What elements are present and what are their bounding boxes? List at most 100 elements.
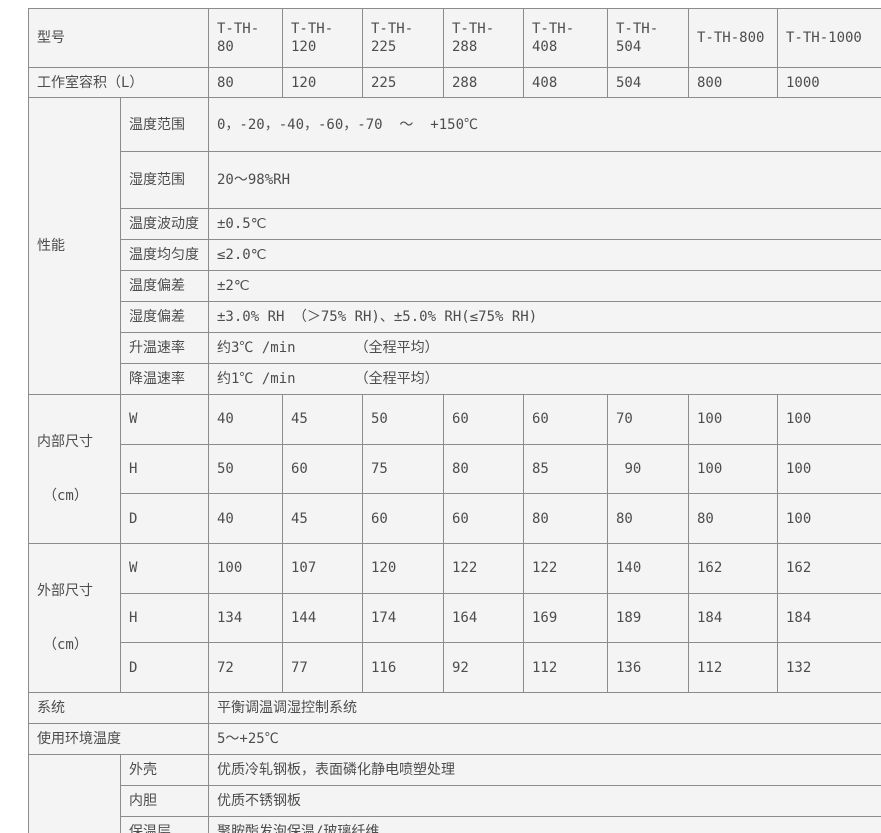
dim-value-cell: 189: [607, 592, 689, 644]
performance-row: 温度波动度 ±0.5℃: [29, 208, 881, 240]
dim-value-cell: 122: [523, 543, 608, 594]
model-name-cell: T-TH-1000: [777, 8, 881, 68]
dim-axis-label: D: [120, 642, 209, 693]
model-header-label: 型号: [28, 8, 209, 68]
dim-value-cell: 70: [607, 394, 689, 445]
spec-label-cell: 温度范围: [120, 97, 209, 152]
dim-value-cell: 75: [362, 443, 444, 495]
spec-value-cell: ±2℃: [208, 270, 881, 302]
model-name-cell: T-TH-225: [362, 8, 444, 68]
dim-axis-label: H: [120, 443, 209, 495]
dim-value-cell: 80: [688, 493, 778, 544]
volume-value-cell: 120: [282, 67, 363, 98]
dim-axis-label: D: [120, 493, 209, 544]
model-header-row: 型号 T-TH-80 T-TH-120 T-TH-225 T-TH-288 T-…: [28, 8, 881, 68]
dim-axis-label: W: [120, 394, 209, 445]
spec-label-cell: 温度波动度: [120, 208, 209, 240]
dim-value-cell: 40: [208, 394, 283, 445]
material-value-cell: 聚胺酯发泡保温/玻璃纤维: [208, 816, 881, 833]
spec-label-cell: 温度均匀度: [120, 239, 209, 271]
dim-value-cell: 92: [443, 642, 524, 693]
dim-value-cell: 90: [607, 443, 689, 495]
dim-value-cell: 60: [443, 493, 524, 544]
dim-value-cell: 136: [607, 642, 689, 693]
volume-value-cell: 288: [443, 67, 524, 98]
dim-value-cell: 85: [523, 443, 608, 495]
spec-value-cell: 20～98%RH: [208, 151, 881, 209]
spec-label-cell: 湿度偏差: [120, 301, 209, 333]
outer-dims-unit: （cm）: [43, 637, 88, 653]
dim-value-cell: 174: [362, 592, 444, 644]
dim-value-cell: 80: [523, 493, 608, 544]
volume-value-cell: 225: [362, 67, 444, 98]
spec-value-cell: 约1℃ /min （全程平均）: [208, 363, 881, 395]
inner-dims-row: 内部尺寸 （cm） W 40 45 50 60 60 70 100 100: [28, 394, 881, 544]
dim-axis-label: W: [120, 543, 209, 594]
dim-value-cell: 134: [208, 592, 283, 644]
performance-row: 湿度偏差 ±3.0% RH （＞75% RH)、±5.0% RH(≤75% RH…: [29, 301, 881, 333]
ambient-row: 使用环境温度 5～+25℃: [28, 723, 881, 755]
spec-value-cell: 约3℃ /min （全程平均）: [208, 332, 881, 364]
dim-value-cell: 100: [777, 394, 881, 445]
outer-dims-row: 外部尺寸 （cm） W 100 107 120 122 122 140 162 …: [28, 543, 881, 693]
dim-value-cell: 184: [777, 592, 881, 644]
materials-row: 内胆 优质不锈钢板: [29, 785, 881, 817]
performance-section-label: 性能: [28, 97, 121, 395]
dim-value-cell: 184: [688, 592, 778, 644]
performance-row: 降温速率 约1℃ /min （全程平均）: [29, 363, 881, 395]
spec-value-cell: ±0.5℃: [208, 208, 881, 240]
performance-row: 升温速率 约3℃ /min （全程平均）: [29, 332, 881, 364]
dim-value-cell: 112: [523, 642, 608, 693]
inner-dims-title: 内部尺寸: [37, 434, 93, 450]
ambient-value: 5～+25℃: [208, 723, 881, 755]
spec-table: 型号 T-TH-80 T-TH-120 T-TH-225 T-TH-288 T-…: [28, 8, 881, 833]
material-label-cell: 外壳: [120, 754, 209, 786]
spec-label-cell: 降温速率: [120, 363, 209, 395]
dim-value-cell: 60: [443, 394, 524, 445]
system-row: 系统 平衡调温调湿控制系统: [28, 692, 881, 724]
dim-value-cell: 100: [688, 443, 778, 495]
outer-dims-row: H 134 144 174 164 169 189 184 184: [29, 592, 881, 644]
model-name-cell: T-TH-80: [208, 8, 283, 68]
performance-row: 性能 温度范围 0，-20，-40，-60，-70 ～ +150℃: [28, 97, 881, 395]
volume-value-cell: 408: [523, 67, 608, 98]
model-name-cell: T-TH-408: [523, 8, 608, 68]
dim-value-cell: 140: [607, 543, 689, 594]
materials-row: 结构材料 外壳 优质冷轧钢板，表面磷化静电喷塑处理: [28, 754, 881, 833]
volume-value-cell: 1000: [777, 67, 881, 98]
dim-value-cell: 40: [208, 493, 283, 544]
material-value-cell: 优质不锈钢板: [208, 785, 881, 817]
dim-value-cell: 100: [777, 493, 881, 544]
dim-value-cell: 45: [282, 394, 363, 445]
dim-value-cell: 72: [208, 642, 283, 693]
system-value: 平衡调温调湿控制系统: [208, 692, 881, 724]
dim-value-cell: 77: [282, 642, 363, 693]
inner-dims-row: D 40 45 60 60 80 80 80 100: [29, 493, 881, 544]
volume-label: 工作室容积（L）: [28, 67, 209, 98]
dim-value-cell: 144: [282, 592, 363, 644]
performance-row: 温度均匀度 ≤2.0℃: [29, 239, 881, 271]
dim-value-cell: 169: [523, 592, 608, 644]
spec-value-cell: ≤2.0℃: [208, 239, 881, 271]
dim-value-cell: 162: [688, 543, 778, 594]
material-label-cell: 内胆: [120, 785, 209, 817]
dim-value-cell: 80: [607, 493, 689, 544]
dim-value-cell: 122: [443, 543, 524, 594]
dim-value-cell: 60: [523, 394, 608, 445]
dim-value-cell: 50: [362, 394, 444, 445]
dim-value-cell: 100: [688, 394, 778, 445]
dim-value-cell: 60: [282, 443, 363, 495]
ambient-label: 使用环境温度: [28, 723, 209, 755]
volume-value-cell: 800: [688, 67, 778, 98]
dim-value-cell: 132: [777, 642, 881, 693]
dim-value-cell: 100: [208, 543, 283, 594]
dim-value-cell: 162: [777, 543, 881, 594]
model-name-cell: T-TH-288: [443, 8, 524, 68]
inner-dims-section-label: 内部尺寸 （cm）: [28, 394, 121, 544]
dim-value-cell: 164: [443, 592, 524, 644]
dim-value-cell: 60: [362, 493, 444, 544]
dim-value-cell: 50: [208, 443, 283, 495]
dim-value-cell: 100: [777, 443, 881, 495]
model-name-cell: T-TH-120: [282, 8, 363, 68]
performance-row: 温度偏差 ±2℃: [29, 270, 881, 302]
